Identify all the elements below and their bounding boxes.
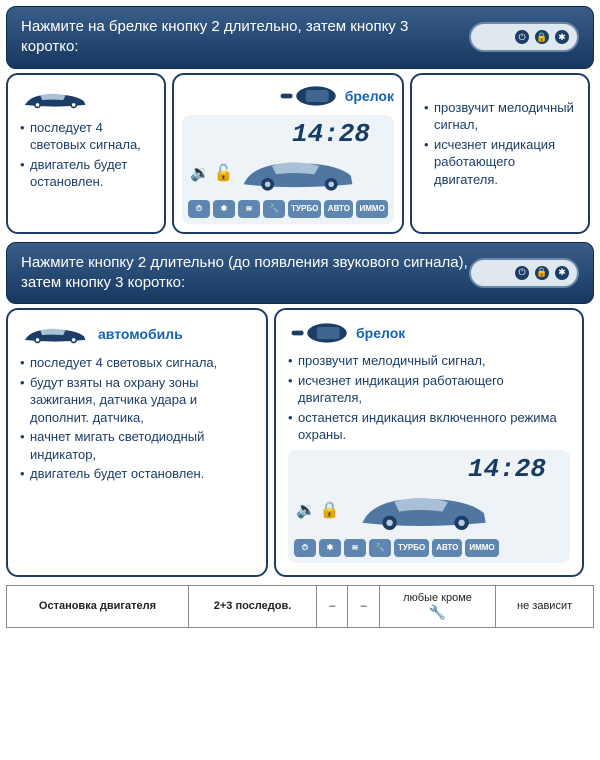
- lcd-car-icon: [238, 151, 386, 195]
- remote-btn-icon: ⏻: [515, 266, 529, 280]
- fob-icon: [288, 320, 348, 346]
- car-card-1: последует 4 световых сигнала, двигатель …: [6, 73, 166, 234]
- list-item: исчезнет индикация работающего двигателя…: [424, 136, 576, 189]
- table-cell: Остановка двигателя: [7, 585, 189, 627]
- lcd-chip: 🔧: [369, 539, 391, 557]
- table-cell: 2+3 последов.: [188, 585, 316, 627]
- lcd-chip: ТУРБО: [288, 200, 321, 218]
- lcd-chip: АВТО: [324, 200, 353, 218]
- wrench-icon: 🔧: [429, 604, 446, 620]
- lcd-chip: ⏱: [294, 539, 316, 557]
- lcd-chip: ИММО: [465, 539, 498, 557]
- table-cell: –: [348, 585, 379, 627]
- car-icon: [20, 320, 90, 348]
- lcd-chip: 🔧: [263, 200, 285, 218]
- list-item: последует 4 световых сигнала,: [20, 119, 152, 154]
- fob-card-1: брелок 14:28 🔉 🔓: [172, 73, 404, 234]
- remote-btn-icon: ✱: [555, 266, 569, 280]
- table-row: Остановка двигателя 2+3 последов. – – лю…: [7, 585, 594, 627]
- lcd-screen-1: 14:28 🔉 🔓 ⏱ ✱: [182, 115, 394, 224]
- instruction-bar-2: Нажмите кнопку 2 длительно (до появления…: [6, 242, 594, 305]
- table-cell: любые кроме 🔧: [379, 585, 495, 627]
- remote-pill-2: ⏻ 🔒 ✱: [469, 258, 579, 288]
- remote-btn-icon: 🔒: [535, 266, 549, 280]
- remote-btn-icon: ⏻: [515, 30, 529, 44]
- card-title: брелок: [356, 325, 405, 341]
- instruction-text-1: Нажмите на брелке кнопку 2 длительно, за…: [21, 17, 469, 58]
- instruction-text-2: Нажмите кнопку 2 длительно (до появления…: [21, 253, 469, 294]
- list-item: останется индикация включенного режима о…: [288, 409, 570, 444]
- car-icon: [20, 85, 90, 113]
- lcd-time: 14:28: [186, 119, 390, 149]
- list-item: будут взяты на охрану зоны зажигания, да…: [20, 374, 254, 427]
- remote-btn-icon: 🔒: [535, 30, 549, 44]
- list-item: двигатель будет остановлен.: [20, 465, 254, 483]
- sound-icon: 🔉: [296, 500, 316, 520]
- fob-notes-card-1: прозвучит мелодичный сигнал, исчезнет ин…: [410, 73, 590, 234]
- list-item: последует 4 световых сигнала,: [20, 354, 254, 372]
- fob-icon: [277, 83, 337, 109]
- car-card-2: автомобиль последует 4 световых сигнала,…: [6, 308, 268, 577]
- lcd-chip: ТУРБО: [394, 539, 429, 557]
- lcd-chip: ≋: [344, 539, 366, 557]
- table-cell-text: любые кроме: [403, 592, 472, 604]
- lcd-chip: ⏱: [188, 200, 210, 218]
- lcd-screen-2: 14:28 🔉 🔒 ⏱ ✱: [288, 450, 570, 563]
- table-cell: –: [317, 585, 348, 627]
- list-item: прозвучит мелодичный сигнал,: [424, 99, 576, 134]
- table-cell: не зависит: [496, 585, 594, 627]
- lcd-chip: АВТО: [432, 539, 462, 557]
- lcd-chip: ИММО: [356, 200, 388, 218]
- lcd-car-icon: [344, 486, 562, 534]
- sound-icon: 🔉: [190, 163, 210, 183]
- card-title: брелок: [345, 88, 394, 104]
- lock-icon: 🔓: [214, 163, 234, 183]
- lcd-chip: ✱: [213, 200, 235, 218]
- command-table: Остановка двигателя 2+3 последов. – – лю…: [6, 585, 594, 628]
- remote-btn-icon: ✱: [555, 30, 569, 44]
- list-item: исчезнет индикация работающего двигателя…: [288, 372, 570, 407]
- lock-icon: 🔒: [320, 500, 340, 520]
- lcd-chip: ≋: [238, 200, 260, 218]
- instruction-bar-1: Нажмите на брелке кнопку 2 длительно, за…: [6, 6, 594, 69]
- fob-card-2: брелок прозвучит мелодичный сигнал, исче…: [274, 308, 584, 577]
- card-title: автомобиль: [98, 326, 183, 342]
- list-item: двигатель будет остановлен.: [20, 156, 152, 191]
- lcd-chip: ✱: [319, 539, 341, 557]
- list-item: начнет мигать светодиодный индикатор,: [20, 428, 254, 463]
- list-item: прозвучит мелодичный сигнал,: [288, 352, 570, 370]
- lcd-time: 14:28: [292, 454, 566, 484]
- remote-pill-1: ⏻ 🔒 ✱: [469, 22, 579, 52]
